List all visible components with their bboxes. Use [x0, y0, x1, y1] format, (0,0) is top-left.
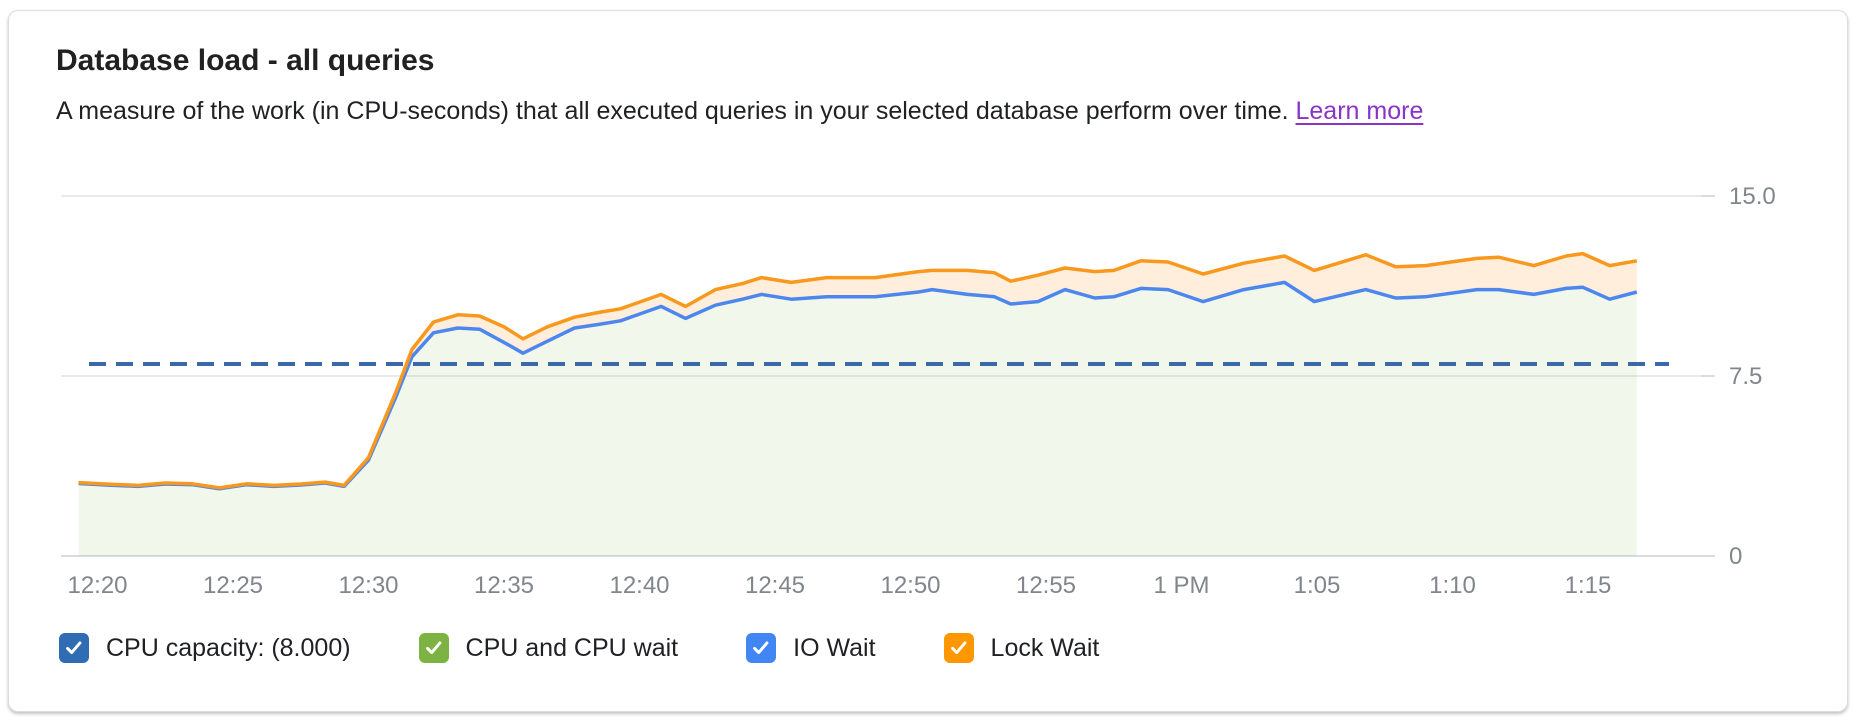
x-tick-label: 1 PM [1153, 572, 1209, 599]
lock-wait-checkbox[interactable] [943, 633, 974, 663]
x-tick-label: 12:55 [1016, 572, 1076, 599]
check-icon [753, 641, 769, 655]
check-icon [66, 641, 82, 655]
learn-more-link[interactable]: Learn more [1295, 97, 1424, 125]
legend-label: CPU capacity: (8.000) [106, 633, 351, 662]
cpu-capacity-checkbox[interactable] [59, 633, 89, 663]
chart-description-text: A measure of the work (in CPU-seconds) t… [56, 97, 1289, 125]
legend-label: CPU and CPU wait [465, 633, 679, 662]
legend-item-io-wait[interactable]: IO Wait [746, 633, 876, 663]
x-tick-label: 12:30 [338, 572, 398, 599]
legend-label: IO Wait [793, 633, 876, 662]
x-tick-label: 12:50 [880, 572, 940, 599]
lock-wait-fill [78, 253, 1637, 489]
lock-wait-line [78, 251, 1638, 490]
page-title: Database load - all queries [56, 44, 435, 77]
x-tick-label: 12:20 [67, 572, 127, 599]
cpu-area-fill [78, 282, 1637, 556]
database-load-card: Database load - all queries A measure of… [8, 10, 1848, 712]
chart-legend: CPU capacity: (8.000) CPU and CPU wait I… [59, 633, 1099, 663]
cpu-and-cpu-wait-checkbox[interactable] [418, 633, 449, 663]
check-icon [425, 641, 441, 655]
x-tick-label: 12:40 [609, 572, 669, 599]
x-tick-label: 1:15 [1565, 572, 1612, 599]
x-tick-label: 1:10 [1429, 572, 1476, 599]
x-tick-label: 12:25 [203, 572, 263, 599]
legend-item-lock-wait[interactable]: Lock Wait [943, 633, 1100, 663]
y-tick-label: 15.0 [1729, 183, 1776, 210]
legend-item-cpu-and-cpu-wait[interactable]: CPU and CPU wait [418, 633, 679, 663]
y-tick-label: 7.5 [1729, 363, 1762, 390]
io-wait-checkbox[interactable] [746, 633, 777, 663]
x-tick-label: 12:45 [745, 572, 805, 599]
check-icon [950, 641, 966, 655]
chart-description: A measure of the work (in CPU-seconds) t… [56, 97, 1423, 126]
x-tick-label: 12:35 [474, 572, 534, 599]
y-tick-label: 0 [1729, 543, 1742, 570]
legend-item-cpu-capacity[interactable]: CPU capacity: (8.000) [59, 633, 351, 663]
database-load-chart[interactable]: 15.0 7.5 0 12:20 12:25 12:30 12:35 12:40 12:45 12… [9, 141, 1849, 621]
legend-label: Lock Wait [990, 633, 1100, 662]
x-tick-label: 1:05 [1294, 572, 1341, 599]
